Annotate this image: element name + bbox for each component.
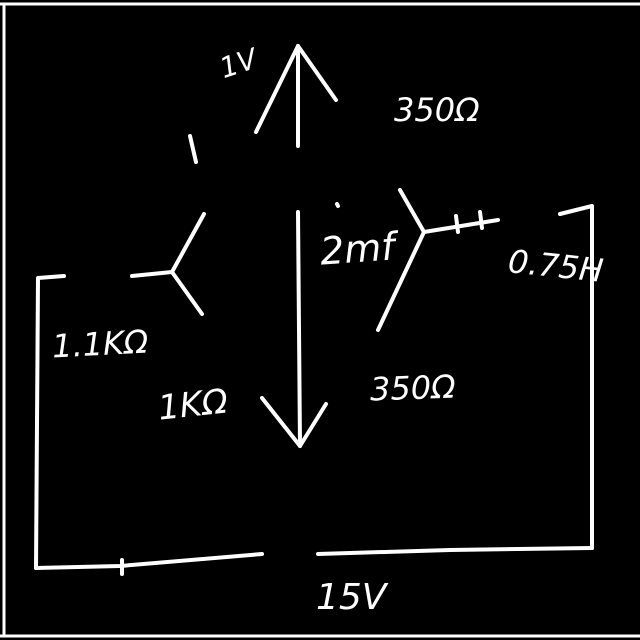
center-arrowhead-up bbox=[254, 44, 338, 134]
left-junction-lead bbox=[130, 270, 174, 278]
label-1.1k-ohm: 1.1KΩ bbox=[51, 322, 150, 366]
inductor-tick-2 bbox=[478, 210, 484, 230]
bottom-wire-right bbox=[316, 546, 594, 556]
right-junction-upper bbox=[398, 188, 426, 234]
left-stroke-small bbox=[188, 134, 198, 164]
label-350-ohm-mid: 350Ω bbox=[369, 367, 457, 409]
center-arrowhead-down bbox=[260, 396, 328, 448]
inductor-lead bbox=[422, 218, 500, 234]
bottom-wire-left bbox=[34, 552, 264, 570]
label-1k-ohm: 1KΩ bbox=[156, 381, 230, 429]
right-wire bbox=[558, 204, 594, 550]
left-junction-upper bbox=[170, 212, 206, 274]
label-350-ohm-top: 350Ω bbox=[394, 91, 480, 129]
label-15v: 15V bbox=[316, 577, 387, 618]
dot-mark bbox=[335, 202, 340, 208]
center-shaft-lower bbox=[296, 210, 302, 448]
label-2mf: 2mf bbox=[318, 224, 397, 274]
right-junction-lower bbox=[376, 230, 426, 332]
left-wire bbox=[34, 274, 66, 570]
inductor-tick-1 bbox=[454, 214, 460, 234]
label-0.75h: 0.75H bbox=[506, 242, 606, 290]
left-junction-lower bbox=[170, 270, 204, 316]
